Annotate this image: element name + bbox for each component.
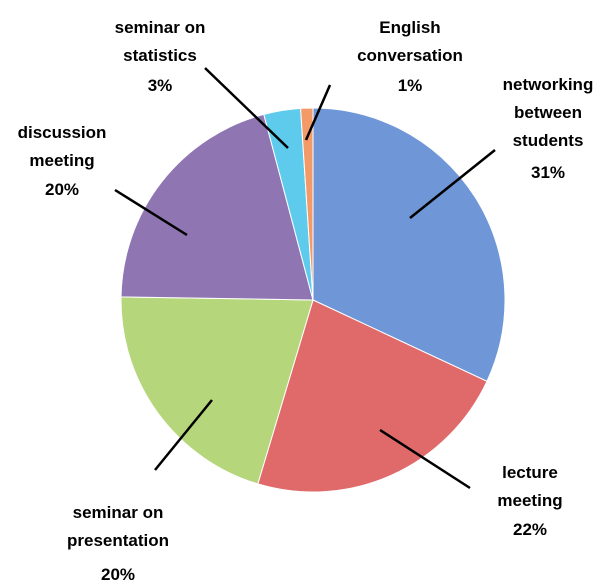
leader-line	[204, 67, 289, 149]
slice-label: English conversation	[357, 18, 463, 65]
value-label: 20%	[100, 565, 136, 581]
slice-label: networking between students	[502, 75, 594, 150]
pie-slice	[300, 107, 314, 301]
leader-line	[379, 428, 471, 490]
value-label: 22%	[512, 520, 548, 539]
pie-slice	[257, 299, 488, 493]
leader-line	[409, 149, 496, 219]
value-label: 31%	[530, 163, 566, 182]
pie-slice	[120, 296, 314, 485]
slice-label: seminar on presentation	[66, 503, 170, 550]
slice-label: seminar on statistics	[114, 18, 206, 65]
leader-line	[154, 399, 213, 471]
slice-label: discussion meeting	[17, 123, 107, 170]
slice-label: lecture meeting	[497, 463, 563, 510]
pie-slice	[312, 107, 506, 382]
value-label: 3%	[147, 76, 173, 95]
leader-line	[304, 84, 332, 141]
pie-slice	[120, 113, 314, 301]
leader-line	[114, 188, 188, 237]
value-label: 1%	[397, 76, 423, 95]
value-label: 20%	[44, 180, 80, 199]
